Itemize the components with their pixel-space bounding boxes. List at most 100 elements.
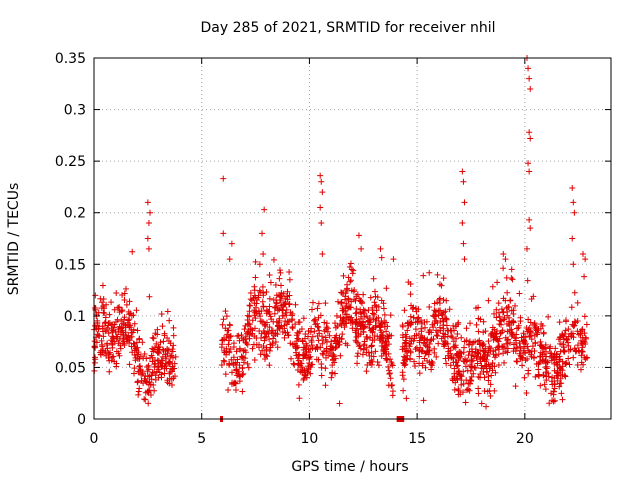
data-point: [257, 318, 264, 325]
data-point: [262, 322, 269, 329]
data-point: [485, 297, 492, 304]
data-point: [315, 300, 322, 307]
data-point: [581, 313, 588, 320]
data-point: [451, 327, 458, 334]
data-point: [307, 346, 314, 353]
data-point: [318, 178, 325, 185]
data-point: [220, 230, 227, 237]
data-point: [526, 75, 533, 82]
data-point: [222, 325, 229, 332]
data-point: [240, 359, 247, 366]
data-point: [416, 360, 423, 367]
data-point: [443, 316, 450, 323]
data-point: [247, 290, 254, 297]
data-point: [153, 340, 160, 347]
data-point: [366, 324, 373, 331]
data-point: [246, 331, 253, 338]
data-point: [154, 331, 161, 338]
data-point: [283, 293, 290, 300]
data-point: [288, 317, 295, 324]
data-point: [499, 327, 506, 334]
data-point: [246, 308, 253, 315]
data-point: [468, 373, 475, 380]
data-point: [339, 316, 346, 323]
data-point: [399, 322, 406, 329]
data-point: [120, 331, 127, 338]
data-point: [540, 372, 547, 379]
data-point: [550, 391, 557, 398]
data-point: [578, 359, 585, 366]
data-point: [144, 199, 151, 206]
data-point: [423, 349, 430, 356]
data-point: [153, 368, 160, 375]
data-point: [332, 340, 339, 347]
data-point: [400, 387, 407, 394]
data-point: [225, 334, 232, 341]
data-point: [466, 338, 473, 345]
data-point: [250, 341, 257, 348]
data-point: [274, 331, 281, 338]
data-point: [368, 361, 375, 368]
data-point: [240, 370, 247, 377]
data-point: [468, 358, 475, 365]
data-point: [581, 273, 588, 280]
data-point: [333, 344, 340, 351]
data-point: [121, 290, 128, 297]
data-point: [536, 359, 543, 366]
data-point: [412, 326, 419, 333]
data-point: [149, 334, 156, 341]
data-point: [106, 357, 113, 364]
data-point: [347, 304, 354, 311]
data-point: [499, 343, 506, 350]
data-point: [367, 334, 374, 341]
data-point: [156, 346, 163, 353]
data-point: [223, 351, 230, 358]
data-point: [541, 381, 548, 388]
data-point: [151, 361, 158, 368]
data-point: [156, 369, 163, 376]
data-point: [170, 332, 177, 339]
data-point: [318, 333, 325, 340]
data-point: [357, 315, 364, 322]
data-point: [419, 362, 426, 369]
x-axis-label: GPS time / hours: [291, 459, 408, 475]
y-tick-label: 0.05: [55, 360, 86, 376]
data-point: [256, 287, 263, 294]
data-point: [102, 348, 109, 355]
data-point: [131, 365, 138, 372]
data-point: [540, 330, 547, 337]
data-point: [457, 391, 464, 398]
data-point: [132, 345, 139, 352]
data-point: [144, 388, 151, 395]
data-point: [106, 368, 113, 375]
data-point: [219, 337, 226, 344]
data-point: [171, 373, 178, 380]
data-point: [534, 329, 541, 336]
data-point: [531, 354, 538, 361]
data-point: [160, 338, 167, 345]
data-point: [230, 354, 237, 361]
data-point: [380, 338, 387, 345]
data-point: [571, 209, 578, 216]
data-point: [170, 324, 177, 331]
data-point: [323, 339, 330, 346]
data-point: [141, 375, 148, 382]
data-point: [296, 319, 303, 326]
data-point: [100, 333, 107, 340]
data-point: [92, 322, 99, 329]
data-point: [504, 289, 511, 296]
data-point: [505, 320, 512, 327]
data-point: [239, 371, 246, 378]
data-point: [328, 374, 335, 381]
data-point: [444, 327, 451, 334]
data-point: [516, 340, 523, 347]
data-point: [144, 368, 151, 375]
data-point: [294, 335, 301, 342]
data-point: [480, 318, 487, 325]
data-point: [378, 254, 385, 261]
data-point: [561, 348, 568, 355]
data-point: [582, 256, 589, 263]
data-point: [99, 343, 106, 350]
data-point: [484, 353, 491, 360]
data-point: [317, 204, 324, 211]
